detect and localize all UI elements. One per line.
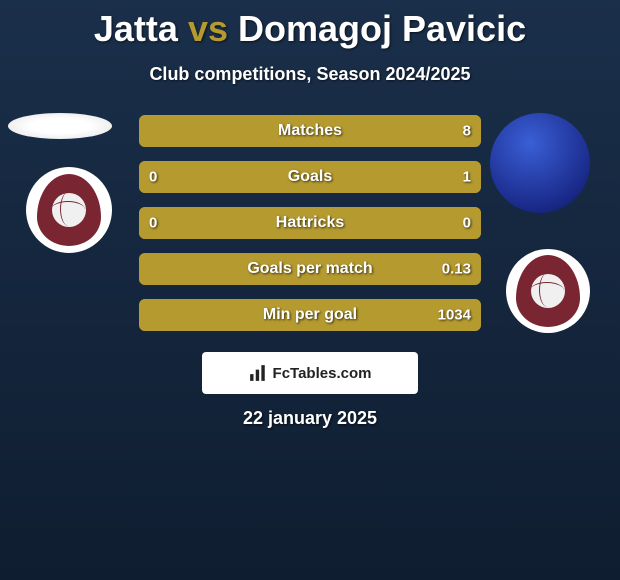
stat-value-left: 0 (149, 169, 157, 186)
date-line: 22 january 2025 (0, 408, 620, 429)
stat-bar-row: Min per goal 1034 (139, 299, 481, 331)
stat-value-right: 8 (463, 123, 471, 140)
player-right-photo (490, 113, 590, 213)
stat-bar-row: Matches 8 (139, 115, 481, 147)
stat-label: Min per goal (263, 306, 357, 324)
club-badge-inner (516, 255, 580, 327)
stat-bar-row: 0 Goals 1 (139, 161, 481, 193)
stat-value-right: 0 (463, 215, 471, 232)
bar-chart-icon (249, 364, 267, 382)
brand-box[interactable]: FcTables.com (202, 352, 418, 394)
stat-bars: Matches 8 0 Goals 1 0 Hattricks 0 Goals per matc… (139, 113, 481, 331)
stat-label: Goals (288, 168, 332, 186)
subtitle: Club competitions, Season 2024/2025 (0, 64, 620, 85)
vs-word: vs (188, 8, 228, 49)
stat-bar-row: Goals per match 0.13 (139, 253, 481, 285)
stat-label: Matches (278, 122, 342, 140)
club-badge-ball-icon (52, 193, 86, 227)
club-badge-ball-icon (531, 274, 565, 308)
player-right-club-badge (506, 249, 590, 333)
stats-area: Matches 8 0 Goals 1 0 Hattricks 0 Goals per matc… (0, 113, 620, 348)
stat-value-right: 0.13 (442, 261, 471, 278)
stat-bar-row: 0 Hattricks 0 (139, 207, 481, 239)
player2-name: Domagoj Pavicic (238, 8, 526, 49)
player-left-club-badge (26, 167, 112, 253)
stat-label: Goals per match (247, 260, 372, 278)
player-left-photo (8, 113, 112, 139)
player1-name: Jatta (94, 8, 178, 49)
club-badge-inner (37, 174, 101, 246)
stat-value-right: 1 (463, 169, 471, 186)
stat-value-left: 0 (149, 215, 157, 232)
brand-text: FcTables.com (273, 365, 372, 382)
stat-value-right: 1034 (438, 307, 471, 324)
stat-label: Hattricks (276, 214, 344, 232)
comparison-title: Jatta vs Domagoj Pavicic (0, 0, 620, 50)
